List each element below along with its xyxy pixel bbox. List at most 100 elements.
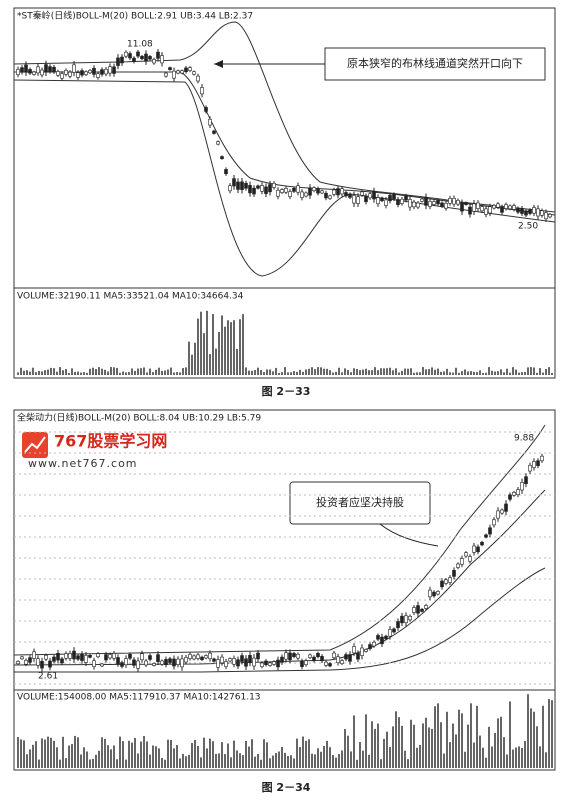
logo-line [24, 436, 46, 453]
candle-body [400, 615, 404, 624]
candle-body [276, 189, 280, 197]
candle-body [224, 169, 228, 175]
candle-body [384, 199, 388, 206]
candle-body [308, 654, 312, 658]
annotation-box [324, 47, 546, 81]
candle-body [332, 189, 336, 195]
candle-body [364, 649, 368, 652]
candle-body [136, 660, 140, 669]
candle-body [528, 465, 532, 472]
candle-body [88, 70, 92, 74]
candle-body [224, 661, 228, 667]
candle-body [312, 656, 316, 662]
candle-body [532, 461, 536, 468]
candle-body [52, 66, 56, 73]
candle-body [84, 655, 88, 663]
candle-body [124, 658, 128, 666]
candle-body [156, 51, 160, 59]
candle-body [504, 204, 508, 209]
chart-header: 全柴动力(日线)BOLL-M(20) BOLL:8.04 UB:10.29 LB… [17, 412, 261, 424]
candle-body [208, 652, 212, 660]
candle-body [488, 527, 492, 535]
candle-body [180, 658, 184, 668]
price-label: 2.50 [518, 222, 538, 232]
candle-body [324, 192, 328, 199]
candle-body [20, 67, 24, 73]
candle-body [168, 67, 172, 71]
candle-body [252, 657, 256, 667]
candle-body [176, 70, 180, 74]
candle-body [144, 660, 148, 666]
candle-body [432, 591, 436, 597]
volume-header: VOLUME:154008.00 MA5:117910.37 MA10:1427… [17, 693, 261, 703]
candle-body [200, 87, 204, 95]
candle-body [344, 654, 348, 660]
candle-body [164, 72, 168, 77]
candle-body [216, 659, 220, 668]
candle-body [148, 56, 152, 60]
candle-body [264, 660, 268, 665]
candle-body [232, 178, 236, 187]
candle-body [232, 658, 236, 665]
candle-body [520, 482, 524, 491]
candle-body [220, 156, 224, 159]
candle-body [408, 199, 412, 208]
candle-body [360, 647, 364, 656]
candle-body [160, 660, 164, 665]
middle-band [14, 71, 556, 216]
price-label: 9.88 [514, 434, 534, 444]
candle-body [388, 195, 392, 202]
candle-body [200, 656, 204, 661]
candle-body [96, 653, 100, 658]
candle-body [16, 661, 20, 665]
candle-body [92, 67, 96, 75]
candle-body [104, 654, 108, 661]
candle-body [284, 652, 288, 660]
candle-body [296, 653, 300, 659]
upper-band [13, 21, 556, 213]
candle-body [368, 193, 372, 199]
candle-body [400, 198, 404, 204]
candle-body [276, 659, 280, 668]
candle-body [140, 55, 144, 60]
candle-body [260, 662, 264, 667]
price-label: 2.61 [38, 672, 58, 682]
candle-body [56, 71, 60, 76]
candle-body [428, 200, 432, 207]
candle-body [460, 203, 464, 212]
candle-body [396, 199, 400, 205]
candle-body [468, 206, 472, 215]
candle-body [516, 489, 520, 495]
candle-body [248, 185, 252, 194]
candle-body [444, 202, 448, 209]
candle-body [260, 185, 264, 192]
candle-body [292, 188, 296, 192]
candle-body [472, 545, 476, 553]
candle-body [360, 191, 364, 196]
candle-body [284, 188, 288, 193]
candle-body [348, 654, 352, 662]
candle-body [536, 460, 540, 466]
candle-body [72, 64, 76, 73]
candle-body [340, 188, 344, 195]
candle-body [472, 203, 476, 212]
candle-body [488, 206, 492, 214]
candle-body [460, 558, 464, 565]
candle-body [28, 69, 32, 74]
candle-body [372, 641, 376, 647]
candle-body [296, 185, 300, 193]
candle-body [480, 541, 484, 546]
candle-body [264, 186, 268, 194]
candle-body [348, 193, 352, 198]
chart-header: *ST秦岭(日线)BOLL-M(20) BOLL:2.91 UB:3.44 LB… [17, 10, 253, 22]
candle-body [192, 655, 196, 660]
candle-body [120, 56, 124, 64]
candle-body [344, 192, 348, 197]
candle-body [88, 654, 92, 658]
candle-body [384, 635, 388, 640]
candle-body [316, 188, 320, 194]
candle-body [100, 663, 104, 667]
candle-body [268, 184, 272, 193]
upper-band [13, 424, 546, 656]
candle-body [340, 660, 344, 664]
